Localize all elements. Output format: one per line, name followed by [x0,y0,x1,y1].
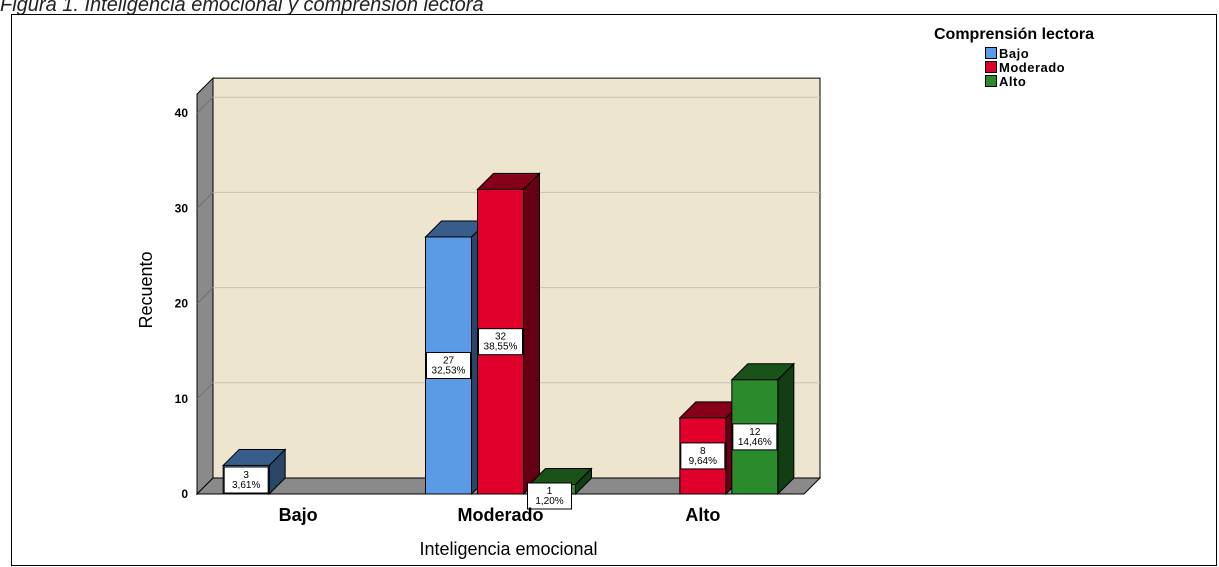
y-axis-title: Recuento [136,251,156,328]
y-tick-label-30: 30 [175,201,189,215]
bar-alto-alto-label-box [732,423,778,451]
gridline-side-20 [196,287,214,304]
bar-moderado-bajo-label-line-1: 32,53% [432,365,466,376]
x-tick-label-alto: Alto [685,505,720,525]
bar-bajo-bajo-label-line-0: 3 [243,470,249,481]
bar-moderado-moderado-label-box [478,328,523,356]
legend-swatch-moderado [985,61,997,73]
legend-swatch-alto [985,75,997,87]
legend-item-alto: Alto [985,73,1094,89]
y-tick-label-40: 40 [175,106,189,120]
bar-alto-alto-label-line-1: 14,46% [738,437,772,448]
legend-item-bajo: Bajo [985,45,1094,61]
x-tick-label-moderado: Moderado [457,505,543,525]
legend-item-moderado: Moderado [985,59,1094,75]
bar-moderado-alto-label-box [527,482,572,510]
plot-left-wall [196,76,214,496]
figure-caption: Figura 1. Inteligencia emocional y compr… [0,0,484,16]
bar-alto-alto-label-line-0: 12 [749,427,761,438]
legend-label-bajo: Bajo [999,45,1030,61]
gridline-side-30 [196,192,214,209]
bar-alto-moderado-label-line-0: 8 [700,446,706,457]
bar-moderado-moderado-label-line-0: 32 [495,332,507,343]
y-tick-label-20: 20 [175,297,189,311]
bar-moderado-bajo-label-box [426,351,471,379]
bar-alto-alto-side [777,362,795,496]
y-tick-label-10: 10 [175,392,189,406]
legend-title: Comprensión lectora [934,26,1095,43]
x-tick-label-bajo: Bajo [279,505,318,525]
bar-bajo-bajo-label-box [223,466,269,494]
bar-moderado-moderado-side [523,172,540,496]
bar-moderado-alto-label-line-0: 1 [547,486,553,497]
gridline-side-10 [196,382,214,400]
bar-bajo-bajo-label-line-1: 3,61% [232,480,260,491]
bar-moderado-moderado-label-line-1: 38,55% [484,342,518,353]
legend-label-moderado: Moderado [999,59,1066,75]
bar-moderado-bajo-label-line-0: 27 [443,355,455,366]
gridline-side-40 [196,96,214,114]
legend-swatch-bajo [985,47,997,59]
bar-moderado-alto-label-line-1: 1,20% [535,496,563,507]
y-tick-label-0: 0 [181,487,188,501]
x-axis-title: Inteligencia emocional [419,539,597,559]
bar-alto-moderado-label-line-1: 9,64% [689,456,717,467]
chart-legend: Comprensión lectora Bajo Moderado Alto [934,26,1095,89]
legend-label-alto: Alto [999,73,1027,89]
bar-alto-moderado-label-box [680,442,726,470]
chart-frame [11,14,1217,566]
